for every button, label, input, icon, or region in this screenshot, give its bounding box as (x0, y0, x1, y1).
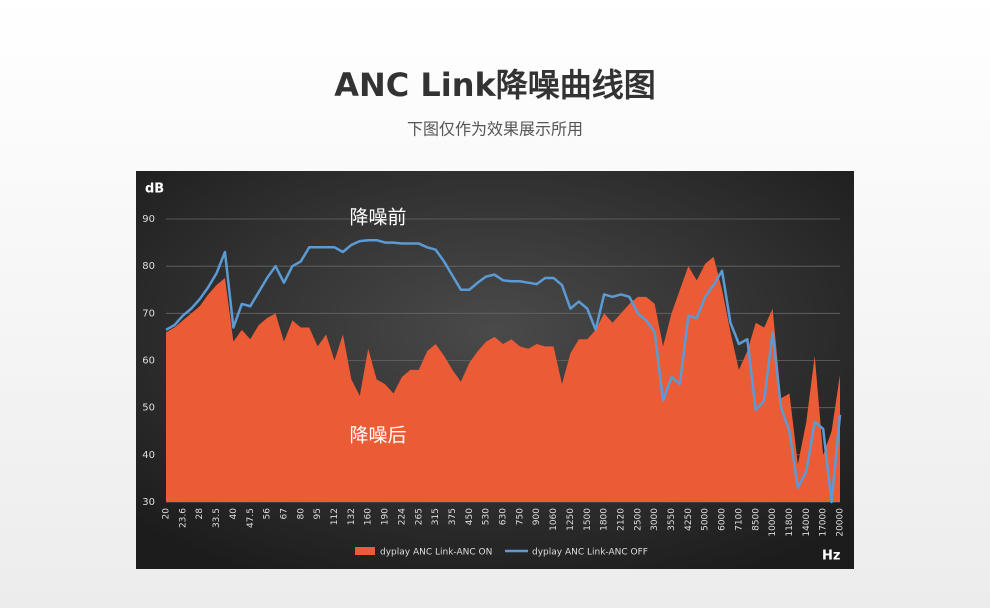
x-tick-label: 47.5 (246, 508, 256, 528)
y-tick-label: 80 (142, 261, 155, 272)
annotation: 降噪前 (349, 207, 406, 229)
x-tick-label: 20000 (836, 508, 846, 537)
x-tick-label: 160 (364, 508, 374, 525)
x-tick-label: 17000 (819, 508, 829, 537)
x-tick-label: 23.6 (178, 508, 188, 528)
x-tick-label: 3000 (650, 508, 660, 531)
y-tick-label: 50 (142, 403, 155, 414)
x-tick-label: 1060 (549, 508, 559, 531)
x-tick-label: 4250 (684, 508, 694, 531)
x-tick-label: 67 (279, 508, 289, 519)
y-tick-label: 30 (142, 497, 155, 508)
x-tick-label: 1500 (583, 508, 593, 531)
x-tick-label: 450 (465, 508, 475, 525)
y-tick-label: 70 (142, 308, 155, 319)
y-axis-label: dB (145, 182, 164, 197)
x-tick-label: 7100 (734, 508, 744, 531)
x-tick-label: 1800 (600, 508, 610, 531)
y-tick-label: 40 (142, 450, 155, 461)
x-tick-label: 20 (162, 508, 172, 520)
x-tick-label: 80 (296, 508, 306, 520)
area (166, 256, 840, 502)
annotation: 降噪后 (349, 425, 406, 447)
x-tick-label: 8500 (751, 508, 761, 531)
x-tick-label: 6000 (718, 508, 728, 531)
x-tick-label: 10000 (768, 508, 778, 537)
x-tick-label: 95 (313, 508, 323, 519)
subtitle: 下图仅作为效果展示所用 (407, 120, 583, 139)
x-tick-label: 14000 (802, 508, 812, 537)
x-tick-label: 315 (431, 508, 441, 525)
x-tick-label: 3550 (667, 508, 677, 531)
x-tick-label: 900 (532, 508, 542, 525)
title: ANC Link降噪曲线图 (334, 66, 656, 104)
x-tick-label: 375 (448, 508, 458, 525)
line (165, 238, 842, 504)
x-tick-label: 530 (482, 508, 492, 525)
x-tick-label: 5000 (701, 508, 711, 531)
x-tick-label: 1250 (566, 508, 576, 531)
x-tick-label: 224 (397, 508, 407, 525)
x-axis-label: Hz (822, 549, 840, 564)
x-tick-label: 40 (229, 508, 239, 520)
x-tick-label: 630 (499, 508, 509, 525)
y-tick-label: 60 (142, 356, 155, 367)
legend-label: dyplay ANC Link-ANC OFF (532, 548, 648, 558)
x-tick-label: 11800 (785, 508, 795, 537)
x-tick-label: 2500 (633, 508, 643, 531)
x-tick-label: 2120 (616, 508, 626, 531)
plot: 30 40 50 60 70 80 90 20 23.6 28 33.5 40 47.5 56 67 80 95… (142, 214, 845, 558)
x-tick-label: 112 (330, 508, 340, 525)
x-tick-label: 265 (414, 508, 424, 525)
x-tick-label: 132 (347, 508, 357, 525)
legend-swatch (355, 547, 375, 555)
x-tick-label: 28 (195, 508, 205, 520)
x-tick-label: 750 (515, 508, 525, 525)
legend-label: dyplay ANC Link-ANC ON (380, 548, 492, 558)
x-tick-label: 33.5 (212, 508, 222, 528)
y-tick-label: 90 (142, 214, 155, 225)
x-tick-label: 190 (381, 508, 391, 525)
x-tick-label: 56 (263, 508, 273, 520)
